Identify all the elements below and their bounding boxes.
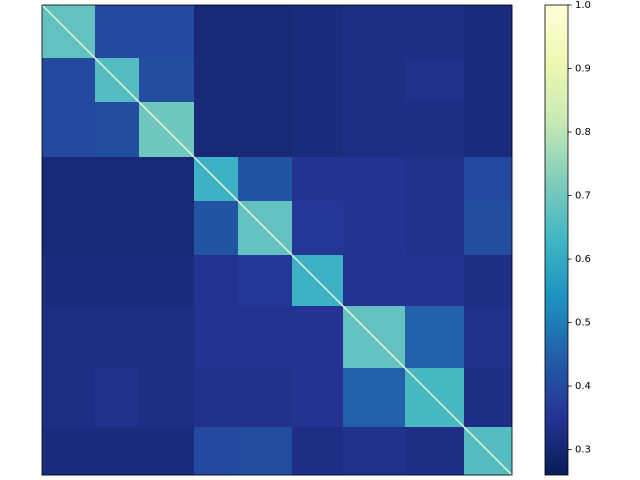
heatmap-cell bbox=[343, 5, 406, 59]
colorbar-tick-label: 0.3 bbox=[575, 445, 591, 456]
heatmap-cell bbox=[343, 427, 406, 476]
heatmap-cell bbox=[42, 427, 96, 476]
heatmap-cell bbox=[238, 58, 293, 103]
heatmap-cell bbox=[405, 5, 465, 59]
heatmap-cell bbox=[42, 58, 96, 103]
heatmap-cell bbox=[292, 201, 344, 256]
heatmap-cell bbox=[139, 201, 195, 256]
heatmap-cell bbox=[464, 368, 513, 428]
plot-frame bbox=[41, 4, 513, 476]
heatmap-cell bbox=[343, 58, 406, 103]
heatmap-cell bbox=[292, 306, 344, 369]
heatmap-cell bbox=[238, 102, 293, 158]
heatmap-cell bbox=[343, 255, 406, 307]
heatmap-cell bbox=[194, 368, 239, 428]
heatmap-cell bbox=[464, 58, 513, 103]
heatmap-cell bbox=[194, 255, 239, 307]
heatmap-cell bbox=[238, 5, 293, 59]
heatmap-cell bbox=[95, 102, 140, 158]
heatmap-cell bbox=[464, 157, 513, 202]
heatmap-cell bbox=[194, 58, 239, 103]
heatmap-cell bbox=[194, 306, 239, 369]
heatmap-cell bbox=[343, 157, 406, 202]
colorbar-tick-label: 0.6 bbox=[575, 254, 591, 265]
heatmap-cell bbox=[238, 157, 293, 202]
heatmap-cell bbox=[95, 255, 140, 307]
heatmap-cell bbox=[343, 368, 406, 428]
heatmap-cell bbox=[95, 201, 140, 256]
heatmap-cell bbox=[238, 427, 293, 476]
heatmap-cell bbox=[405, 201, 465, 256]
heatmap-cell bbox=[405, 306, 465, 369]
heatmap-cell bbox=[95, 306, 140, 369]
colorbar-tick-label: 0.5 bbox=[575, 318, 591, 329]
heatmap-cell bbox=[464, 5, 513, 59]
heatmap-cell bbox=[139, 427, 195, 476]
heatmap-cell bbox=[194, 427, 239, 476]
heatmap-cell bbox=[238, 368, 293, 428]
heatmap-cell bbox=[292, 427, 344, 476]
heatmap-cell bbox=[292, 157, 344, 202]
heatmap-cell bbox=[405, 58, 465, 103]
colorbar-tick-label: 0.7 bbox=[575, 191, 591, 202]
heatmap-cell bbox=[405, 427, 465, 476]
heatmap-cell bbox=[464, 102, 513, 158]
heatmap-cell bbox=[238, 306, 293, 369]
heatmap-cell bbox=[42, 306, 96, 369]
heatmap-cell bbox=[238, 255, 293, 307]
heatmap-cell bbox=[95, 157, 140, 202]
heatmap-cell bbox=[42, 368, 96, 428]
heatmap-cell bbox=[343, 102, 406, 158]
heatmap-cell bbox=[42, 157, 96, 202]
heatmap-cell bbox=[139, 255, 195, 307]
heatmap-cell bbox=[95, 5, 140, 59]
heatmap-cell bbox=[42, 255, 96, 307]
heatmap-cell bbox=[139, 306, 195, 369]
heatmap-cell bbox=[194, 201, 239, 256]
heatmap-cell bbox=[139, 58, 195, 103]
heatmap-cell bbox=[42, 201, 96, 256]
heatmap-cell bbox=[194, 5, 239, 59]
heatmap-cell bbox=[292, 368, 344, 428]
colorbar-tick-label: 0.8 bbox=[575, 127, 591, 138]
heatmap-cell bbox=[139, 5, 195, 59]
heatmap-cell bbox=[464, 255, 513, 307]
heatmap-cell bbox=[139, 157, 195, 202]
heatmap-cell bbox=[95, 427, 140, 476]
heatmap-cell bbox=[42, 102, 96, 158]
colorbar-tick-label: 0.4 bbox=[575, 381, 591, 392]
heatmap-cell bbox=[292, 58, 344, 103]
colorbar bbox=[544, 4, 569, 476]
heatmap-cell bbox=[194, 102, 239, 158]
heatmap-cell bbox=[405, 157, 465, 202]
heatmap-cell bbox=[292, 5, 344, 59]
colorbar-tick-label: 1.0 bbox=[575, 0, 591, 11]
heatmap-cell bbox=[292, 102, 344, 158]
heatmap-cell bbox=[139, 368, 195, 428]
diagonal bbox=[41, 4, 513, 476]
heatmap-cell bbox=[95, 368, 140, 428]
heatmap-cell bbox=[405, 255, 465, 307]
colorbar-tick-label: 0.9 bbox=[575, 64, 591, 75]
heatmap-cell bbox=[343, 201, 406, 256]
heatmap-cell bbox=[405, 102, 465, 158]
heatmap-cell bbox=[464, 201, 513, 256]
heatmap-cell bbox=[464, 306, 513, 369]
